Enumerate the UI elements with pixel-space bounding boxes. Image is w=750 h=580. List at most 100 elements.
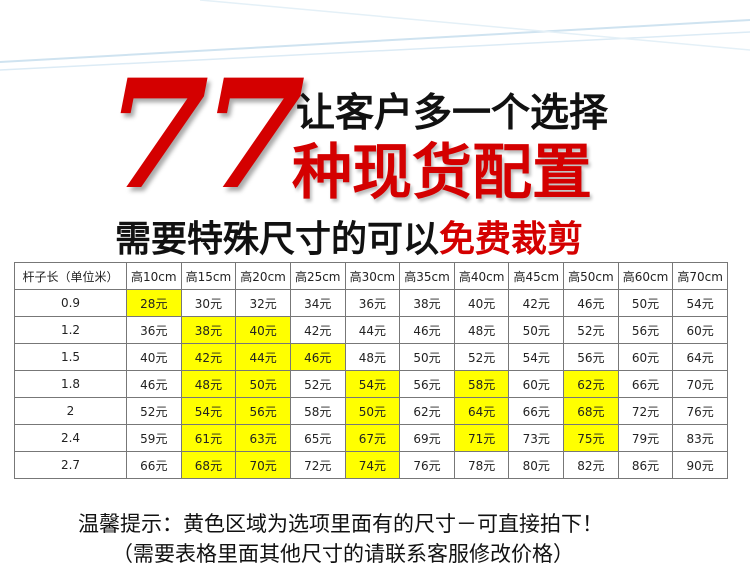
price-cell: 52元 (454, 344, 510, 371)
price-cell: 59元 (127, 425, 182, 452)
price-cell: 56元 (564, 344, 619, 371)
price-cell: 54元 (345, 371, 401, 398)
background-lines (0, 0, 750, 71)
price-cell: 90元 (673, 452, 728, 479)
price-cell: 58元 (454, 371, 510, 398)
price-cell: 60元 (618, 344, 674, 371)
price-cell: 76元 (673, 398, 728, 425)
column-header: 高30cm (345, 263, 401, 290)
price-cell: 67元 (345, 425, 401, 452)
subtitle-highlight: 免费裁剪 (439, 219, 584, 260)
price-cell: 36元 (345, 290, 401, 317)
price-cell: 42元 (509, 290, 565, 317)
price-cell: 72元 (290, 452, 346, 479)
price-cell: 62元 (400, 398, 455, 425)
price-cell: 72元 (618, 398, 674, 425)
column-header: 高25cm (290, 263, 346, 290)
price-cell: 54元 (181, 398, 237, 425)
price-cell: 79元 (618, 425, 674, 452)
price-cell: 38元 (181, 317, 237, 344)
column-header: 高35cm (400, 263, 455, 290)
price-cell: 50元 (345, 398, 401, 425)
price-cell: 50元 (236, 371, 291, 398)
row-label: 1.8 (15, 371, 127, 398)
price-cell: 56元 (400, 371, 455, 398)
price-cell: 66元 (509, 398, 565, 425)
price-cell: 60元 (509, 371, 565, 398)
price-cell: 46元 (127, 371, 182, 398)
price-cell: 38元 (400, 290, 455, 317)
price-cell: 63元 (236, 425, 291, 452)
price-cell: 52元 (564, 317, 619, 344)
row-label: 1.2 (15, 317, 127, 344)
price-cell: 50元 (400, 344, 455, 371)
column-header: 高40cm (454, 263, 510, 290)
price-cell: 66元 (127, 452, 182, 479)
column-header: 高50cm (564, 263, 619, 290)
price-cell: 61元 (181, 425, 237, 452)
row-label: 2 (15, 398, 127, 425)
price-cell: 40元 (454, 290, 510, 317)
price-cell: 48元 (454, 317, 510, 344)
price-cell: 42元 (290, 317, 346, 344)
price-table: 杆子长（单位米） 高10cm 高15cm 高20cm 高25cm 高30cm 高35cm 高4… (14, 262, 728, 479)
subtitle-text: 需要特殊尺寸的可以 (115, 219, 440, 260)
price-cell: 83元 (673, 425, 728, 452)
price-cell: 54元 (673, 290, 728, 317)
column-header: 杆子长（单位米） (15, 263, 127, 290)
price-cell: 32元 (236, 290, 291, 317)
price-cell: 64元 (454, 398, 510, 425)
headline-2: 种现货配置 (292, 138, 592, 208)
subtitle: 需要特殊尺寸的可以免费裁剪 (115, 210, 583, 262)
price-cell: 75元 (564, 425, 619, 452)
price-cell: 46元 (400, 317, 455, 344)
column-header: 高20cm (236, 263, 291, 290)
price-cell: 80元 (509, 452, 565, 479)
price-cell: 68元 (181, 452, 237, 479)
price-cell: 36元 (127, 317, 182, 344)
column-header: 高60cm (618, 263, 674, 290)
price-cell: 74元 (345, 452, 401, 479)
price-cell: 69元 (400, 425, 455, 452)
price-cell: 48元 (181, 371, 237, 398)
price-cell: 73元 (509, 425, 565, 452)
price-cell: 60元 (673, 317, 728, 344)
price-cell: 62元 (564, 371, 619, 398)
row-label: 2.4 (15, 425, 127, 452)
price-cell: 66元 (618, 371, 674, 398)
price-cell: 56元 (618, 317, 674, 344)
price-cell: 65元 (290, 425, 346, 452)
price-cell: 40元 (127, 344, 182, 371)
column-header: 高70cm (673, 263, 728, 290)
row-label: 2.7 (15, 452, 127, 479)
row-label: 1.5 (15, 344, 127, 371)
price-cell: 76元 (400, 452, 455, 479)
price-cell: 58元 (290, 398, 346, 425)
price-cell: 68元 (564, 398, 619, 425)
price-cell: 50元 (509, 317, 565, 344)
headline-1: 让客户多一个选择 (296, 91, 609, 136)
price-cell: 34元 (290, 290, 346, 317)
price-cell: 28元 (127, 290, 182, 317)
price-cell: 46元 (564, 290, 619, 317)
price-cell: 78元 (454, 452, 510, 479)
column-header: 高45cm (509, 263, 565, 290)
footer-note: 温馨提示：黄色区域为选项里面有的尺寸－可直接拍下！ (78, 512, 603, 536)
column-header: 高15cm (181, 263, 237, 290)
row-label: 0.9 (15, 290, 127, 317)
price-cell: 54元 (509, 344, 565, 371)
price-cell: 42元 (181, 344, 237, 371)
price-cell: 44元 (345, 317, 401, 344)
price-cell: 52元 (290, 371, 346, 398)
big-number: 77 (105, 47, 306, 223)
column-header: 高10cm (127, 263, 182, 290)
price-cell: 52元 (127, 398, 182, 425)
price-cell: 64元 (673, 344, 728, 371)
price-cell: 82元 (564, 452, 619, 479)
price-cell: 48元 (345, 344, 401, 371)
price-cell: 86元 (618, 452, 674, 479)
price-cell: 40元 (236, 317, 291, 344)
price-cell: 71元 (454, 425, 510, 452)
price-cell: 70元 (236, 452, 291, 479)
